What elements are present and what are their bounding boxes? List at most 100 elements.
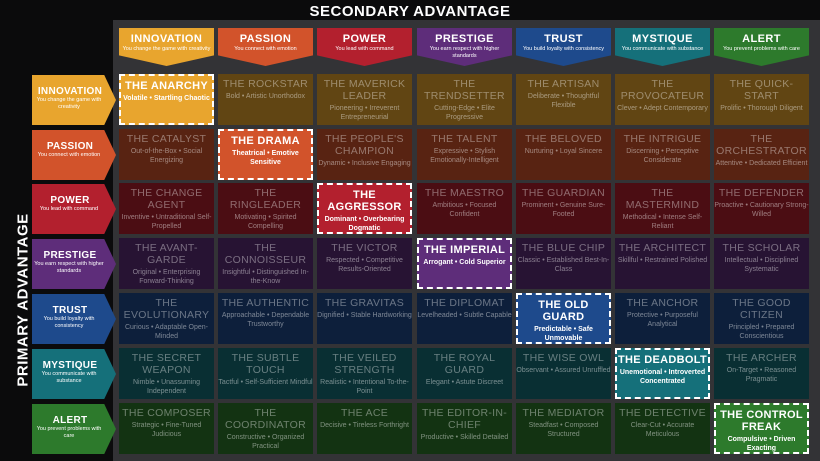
archetype-cell: THE QUICK-START Prolific • Thorough Dilig… — [714, 74, 809, 125]
primary-advantage-title: PRIMARY ADVANTAGE — [14, 213, 32, 387]
archetype-cell: THE VEILED STRENGTH Realistic • Intention… — [317, 348, 412, 399]
archetype-traits: Volatile • Startling Chaotic — [123, 95, 210, 102]
primary-advantage-axis: PRIMARY ADVANTAGE — [14, 150, 32, 450]
archetype-traits: Respected • Competitive Results-Oriented — [326, 257, 403, 273]
archetype-cell: THE DEFENDER Proactive • Cautionary Stron… — [714, 183, 809, 234]
archetype-name: THE SCHOLAR — [722, 242, 801, 254]
column-header-subtitle: You build loyalty with consistency — [522, 46, 605, 52]
archetype-cell: THE COORDINATOR Constructive • Organized … — [218, 403, 313, 454]
archetype-traits: Productive • Skilled Detailed — [420, 434, 509, 441]
archetype-cell: THE OLD GUARD Predictable • Safe Unmovabl… — [516, 293, 611, 344]
archetype-cell: THE ARCHER On-Target • Reasoned Pragmatic — [714, 348, 809, 399]
row-header-power: POWER You lead with command — [32, 184, 116, 234]
archetype-cell: THE SCHOLAR Intellectual • Disciplined Sy… — [714, 238, 809, 289]
column-header-name: MYSTIQUE — [632, 33, 693, 45]
row-header-name: INNOVATION — [37, 86, 103, 97]
archetype-cell: THE ROCKSTAR Bold • Artistic Unorthodox — [218, 74, 313, 125]
column-header-subtitle: You communicate with substance — [621, 46, 704, 52]
archetype-name: THE AVANT-GARDE — [135, 242, 198, 266]
archetype-traits: Pioneering • Irreverent Entrepreneurial — [329, 105, 400, 121]
archetype-cell: THE AVANT-GARDE Original • Enterprising F… — [119, 238, 214, 289]
archetype-traits: Predictable • Safe Unmovable — [534, 326, 593, 342]
archetype-traits: Insightful • Distinguished In-the-Know — [222, 269, 309, 285]
archetype-cell: THE COMPOSER Strategic • Fine-Tuned Judic… — [119, 403, 214, 454]
archetype-cell: THE ARCHITECT Skillful • Restrained Polis… — [615, 238, 710, 289]
archetype-cell: THE IMPERIAL Arrogant • Cold Superior — [417, 238, 512, 289]
archetype-name: THE GUARDIAN — [522, 187, 605, 199]
archetype-name: THE BELOVED — [525, 133, 602, 145]
archetype-name: THE BLUE CHIP — [521, 242, 606, 254]
archetype-cell: THE WISE OWL Observant • Assured Unruffle… — [516, 348, 611, 399]
archetype-name: THE CATALYST — [126, 133, 207, 145]
archetype-traits: Inventive • Untraditional Self-Propelled — [121, 214, 212, 230]
archetype-cell: THE DEADBOLT Unemotional • Introverted Co… — [615, 348, 710, 399]
row-header-mystique: MYSTIQUE You communicate with substance — [32, 349, 116, 399]
archetype-cell: THE ORCHESTRATOR Attentive • Dedicated Ef… — [714, 129, 809, 180]
archetype-cell: THE RINGLEADER Motivating • Spirited Comp… — [218, 183, 313, 234]
archetype-traits: Methodical • Intense Self-Reliant — [622, 214, 703, 230]
archetype-traits: Approachable • Dependable Trustworthy — [221, 312, 310, 328]
column-header-subtitle: You lead with command — [335, 46, 394, 52]
archetype-cell: THE GOOD CITIZEN Principled • Prepared Co… — [714, 293, 809, 344]
column-header-name: POWER — [342, 33, 387, 45]
archetype-cell: THE DIPLOMAT Levelheaded • Subtle Capable — [417, 293, 512, 344]
archetype-name: THE ANARCHY — [125, 80, 208, 92]
row-header-subtitle: You prevent problems with care — [36, 426, 102, 439]
archetype-cell: THE DETECTIVE Clear-Cut • Accurate Meticu… — [615, 403, 710, 454]
archetype-traits: Nurturing • Loyal Sincere — [524, 148, 603, 155]
archetype-name: THE DEADBOLT — [618, 354, 707, 366]
archetype-name: THE TALENT — [431, 133, 498, 145]
archetype-name: THE ACE — [340, 407, 389, 419]
row-header-alert: ALERT You prevent problems with care — [32, 404, 116, 454]
archetype-cell: THE MEDIATOR Steadfast • Composed Structu… — [516, 403, 611, 454]
archetype-cell: THE SUBTLE TOUCH Tactful • Self-Sufficien… — [218, 348, 313, 399]
archetype-traits: Elegant • Astute Discreet — [425, 379, 504, 386]
archetype-cell: THE CONNOISSEUR Insightful • Distinguishe… — [218, 238, 313, 289]
archetype-name: THE EVOLUTIONARY — [123, 297, 210, 321]
archetype-name: THE GOOD CITIZEN — [732, 297, 791, 321]
row-header-passion: PASSION You connect with emotion — [32, 130, 116, 180]
archetype-traits: Arrogant • Cold Superior — [423, 259, 506, 266]
archetype-name: THE ORCHESTRATOR — [716, 133, 807, 157]
archetype-traits: Out-of-the-Box • Social Energizing — [130, 148, 203, 164]
archetype-traits: Classic • Established Best-In-Class — [517, 257, 610, 273]
row-header-name: ALERT — [52, 415, 88, 426]
archetype-traits: Discerning • Perceptive Considerate — [626, 148, 699, 164]
archetype-cell: THE EVOLUTIONARY Curious • Adaptable Open… — [119, 293, 214, 344]
archetype-cell: THE MAESTRO Ambitious • Focused Confident — [417, 183, 512, 234]
archetype-traits: Intellectual • Disciplined Systematic — [724, 257, 799, 273]
archetype-name: THE MAVERICK LEADER — [323, 78, 406, 102]
column-header-subtitle: You prevent problems with care — [723, 46, 800, 52]
archetype-cell: THE TALENT Expressive • Stylish Emotional… — [417, 129, 512, 180]
archetype-cell: THE GRAVITAS Dignified • Stable Hardworki… — [317, 293, 412, 344]
row-header-trust: TRUST You build loyalty with consistency — [32, 294, 116, 344]
archetype-traits: On-Target • Reasoned Pragmatic — [726, 367, 797, 383]
row-header-subtitle: You earn respect with higher standards — [34, 261, 104, 274]
row-header-name: POWER — [50, 195, 90, 206]
row-header-subtitle: You build loyalty with consistency — [43, 316, 95, 329]
archetype-traits: Observant • Assured Unruffled — [516, 367, 611, 374]
archetype-traits: Decisive • Tireless Forthright — [320, 422, 409, 429]
archetype-name: THE ARCHITECT — [618, 242, 707, 254]
archetype-name: THE PROVOCATEUR — [620, 78, 705, 102]
archetype-traits: Expressive • Stylish Emotionally-Intelli… — [430, 148, 499, 164]
row-header-name: PASSION — [46, 141, 94, 152]
archetype-name: THE SECRET WEAPON — [131, 352, 202, 376]
archetype-traits: Dominant • Overbearing Dogmatic — [324, 216, 405, 232]
archetype-name: THE MAESTRO — [424, 187, 505, 199]
archetype-name: THE MEDIATOR — [522, 407, 605, 419]
archetype-cell: THE CONTROL FREAK Compulsive • Driven Exa… — [714, 403, 809, 454]
column-header-name: TRUST — [544, 33, 583, 45]
column-header-name: INNOVATION — [130, 33, 203, 45]
column-header-subtitle: You earn respect with higher standards — [429, 46, 500, 59]
archetype-cell: THE AUTHENTIC Approachable • Dependable T… — [218, 293, 313, 344]
archetype-name: THE ARCHER — [726, 352, 797, 364]
archetype-traits: Tactful • Self-Sufficient Mindful — [218, 379, 313, 386]
archetype-traits: Proactive • Cautionary Strong-Willed — [714, 202, 809, 218]
archetype-traits: Levelheaded • Subtle Capable — [417, 312, 512, 319]
archetype-name: THE TRENDSETTER — [424, 78, 505, 102]
archetype-cell: THE AGGRESSOR Dominant • Overbearing Dogm… — [317, 183, 412, 234]
row-header-subtitle: You lead with command — [39, 206, 99, 212]
archetype-name: THE DIPLOMAT — [424, 297, 505, 309]
secondary-advantage-title: SECONDARY ADVANTAGE — [309, 3, 511, 20]
